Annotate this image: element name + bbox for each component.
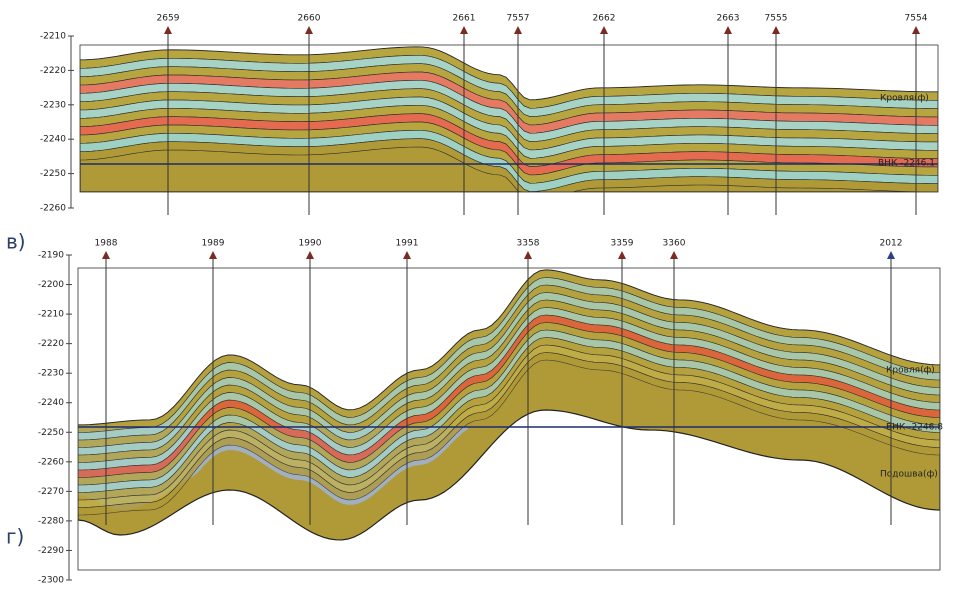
y-tick-label: -2230 (40, 100, 66, 110)
annotation: ВНК -2246.8 (886, 423, 943, 433)
y-tick-label: -2210 (38, 310, 64, 320)
annotation: ВНК -2246.1 (878, 159, 935, 169)
well-label: 2663 (717, 14, 740, 24)
well-label: 2662 (593, 14, 616, 24)
well-label: 7555 (765, 14, 788, 24)
y-tick-label: -2240 (38, 398, 64, 408)
panel-label: г) (6, 525, 24, 549)
well-label: 7554 (905, 14, 928, 24)
well-marker (887, 251, 895, 259)
well-label: 2661 (453, 14, 476, 24)
y-tick-label: -2250 (40, 169, 66, 179)
well-marker (670, 251, 678, 259)
well-label: 2660 (298, 14, 321, 24)
section-upper (80, 46, 938, 192)
y-tick-label: -2280 (38, 516, 64, 526)
well-marker (912, 26, 920, 34)
well-label: 1989 (202, 239, 225, 249)
frame (79, 44, 939, 193)
well-label: 1988 (95, 239, 118, 249)
well-marker (403, 251, 411, 259)
y-tick-label: -2260 (40, 204, 66, 214)
y-tick-label: -2260 (38, 457, 64, 467)
y-tick-label: -2190 (38, 251, 64, 261)
y-tick-label: -2240 (40, 135, 66, 145)
well-label: 1991 (396, 239, 419, 249)
well-label: 3359 (611, 239, 634, 249)
well-label: 2012 (880, 239, 903, 249)
well-label: 1990 (299, 239, 322, 249)
annotation: Подошва(ф) (880, 470, 938, 480)
stratum (80, 138, 938, 192)
well-label: 3360 (663, 239, 686, 249)
well-marker (164, 26, 172, 34)
y-tick-label: -2200 (38, 280, 64, 290)
panel-label: в) (6, 230, 26, 254)
y-tick-label: -2250 (38, 428, 64, 438)
annotation: Кровля(ф) (880, 94, 929, 104)
annotation: Кровля(ф) (886, 366, 935, 376)
frame (77, 267, 941, 571)
stratum (78, 352, 940, 516)
y-tick-label: -2290 (38, 546, 64, 556)
y-tick-label: -2270 (38, 487, 64, 497)
well-marker (724, 26, 732, 34)
well-marker (514, 26, 522, 34)
well-marker (305, 26, 313, 34)
well-label: 7557 (507, 14, 530, 24)
y-tick-label: -2220 (38, 339, 64, 349)
well-label: 3358 (517, 239, 540, 249)
section-lower (78, 269, 940, 541)
well-marker (209, 251, 217, 259)
well-marker (618, 251, 626, 259)
y-tick-label: -2210 (40, 32, 66, 42)
well-marker (102, 251, 110, 259)
well-label: 2659 (157, 14, 180, 24)
y-tick-label: -2230 (38, 369, 64, 379)
y-tick-label: -2220 (40, 66, 66, 76)
well-marker (772, 26, 780, 34)
well-marker (600, 26, 608, 34)
well-marker (460, 26, 468, 34)
y-tick-label: -2300 (38, 576, 64, 586)
well-marker (306, 251, 314, 259)
well-marker (524, 251, 532, 259)
